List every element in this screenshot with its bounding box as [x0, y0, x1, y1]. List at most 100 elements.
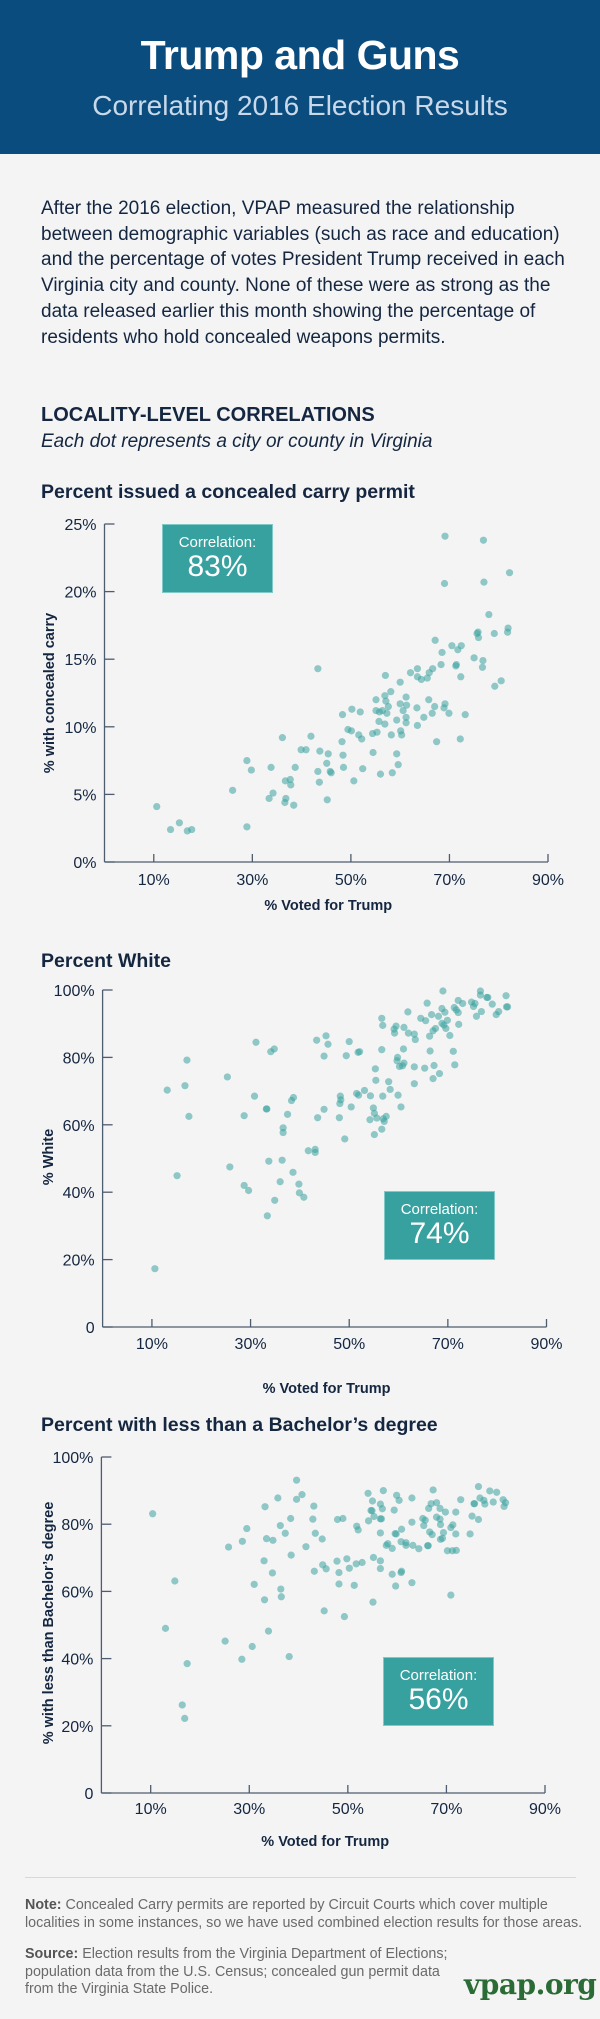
scatter-dot — [402, 1541, 410, 1549]
scatter-dot — [283, 1110, 292, 1118]
scatter-dot — [381, 720, 389, 728]
scatter-dot — [438, 648, 446, 657]
footer-divider — [25, 1877, 576, 1878]
scatter-dot — [364, 1489, 372, 1497]
scatter-dot — [341, 1135, 349, 1143]
scatter-dot — [302, 746, 310, 754]
scatter-dot — [449, 1047, 457, 1055]
scatter-dot — [368, 1497, 377, 1505]
scatter-dot — [347, 1103, 355, 1111]
scatter-dot — [151, 1265, 159, 1273]
scatter-dot — [310, 1567, 318, 1575]
x-tick-label: 50% — [332, 1801, 364, 1818]
y-tick-label: 25% — [64, 517, 96, 534]
scatter-dot — [390, 1506, 398, 1514]
scatter-dot — [238, 1537, 246, 1545]
y-tick-label: 0 — [84, 1786, 93, 1803]
scatter-dot — [448, 642, 456, 650]
scatter-dot — [292, 1476, 301, 1484]
scatter-dot — [289, 1093, 298, 1102]
scatter-dot — [309, 1515, 317, 1523]
scatter-dot — [342, 1052, 350, 1060]
scatter-dot — [323, 759, 331, 767]
scatter-dot — [452, 1546, 460, 1555]
note-label: Note: — [25, 1897, 62, 1913]
scatter-dot — [459, 999, 467, 1008]
scatter-dot — [446, 1031, 454, 1040]
scatter-dot — [269, 1536, 277, 1544]
scatter-dot — [442, 1024, 450, 1033]
page-subtitle: Correlating 2016 Election Results — [92, 90, 508, 121]
scatter-dot — [402, 719, 410, 727]
scatter-dot — [350, 1581, 358, 1589]
scatter-dot — [488, 1000, 496, 1008]
scatter-dot — [410, 1030, 418, 1038]
scatter-dot — [153, 802, 161, 811]
scatter-dot — [413, 665, 422, 673]
scatter-dot — [413, 721, 422, 730]
note-text: Concealed Carry permits are reported by … — [25, 1897, 583, 1931]
scatter-dot — [352, 1560, 360, 1568]
y-tick-label: 20% — [61, 1719, 93, 1736]
scatter-dot — [382, 697, 390, 705]
scatter-dot — [307, 732, 315, 740]
scatter-dot — [502, 992, 510, 1000]
scatter-dot — [295, 1189, 303, 1197]
scatter-dot — [404, 1008, 412, 1016]
scatter-dot — [166, 825, 175, 834]
scatter-dot — [276, 1178, 284, 1186]
scatter-dot — [335, 1114, 343, 1122]
scatter-dot — [268, 1569, 277, 1577]
scatter-dot — [436, 1515, 444, 1523]
x-tick-label: 90% — [532, 872, 564, 889]
scatter-dot — [400, 1023, 408, 1032]
scatter-dot — [322, 1565, 330, 1573]
scatter-dot — [366, 1116, 374, 1124]
scatter-dot — [427, 1011, 436, 1019]
scatter-dot — [439, 1529, 448, 1537]
scatter-dot — [339, 1514, 347, 1523]
correlation-value: 83% — [187, 550, 248, 583]
correlation-label: Correlation: — [400, 1201, 479, 1218]
scatter-dot — [397, 1568, 405, 1577]
scatter-dot — [377, 1515, 385, 1523]
vpap-logo: vpap.org — [464, 1968, 597, 2001]
scatter-dot — [387, 688, 395, 696]
scatter-dot — [384, 1540, 392, 1548]
scatter-dot — [385, 1078, 393, 1086]
scatter-dot — [277, 1593, 285, 1601]
scatter-dot — [252, 1038, 260, 1046]
scatter-dot — [381, 671, 389, 680]
correlation-value: 56% — [408, 1683, 469, 1716]
scatter-dot — [373, 728, 381, 736]
scatter-dot — [381, 692, 389, 700]
scatter-dot — [281, 1529, 289, 1537]
scatter-dot — [474, 633, 483, 642]
scatter-dot — [173, 1172, 181, 1180]
y-tick-label: 5% — [73, 787, 96, 804]
scatter-dot — [441, 1008, 449, 1016]
source-text: Election results from the Virginia Depar… — [25, 1946, 448, 1997]
scatter-dot — [383, 709, 391, 717]
scatter-dot — [429, 665, 437, 673]
x-tick-label: 70% — [432, 1336, 464, 1353]
scatter-dot — [423, 999, 431, 1007]
scatter-dot — [379, 1487, 387, 1495]
scatter-dot — [392, 1582, 400, 1590]
scatter-dot — [327, 769, 335, 777]
scatter-dot — [289, 1168, 297, 1176]
scatter-dot — [340, 1613, 348, 1621]
scatter-dot — [428, 1531, 436, 1539]
scatter-dot — [347, 727, 355, 735]
scatter-dot — [404, 1029, 412, 1037]
scatter-dot — [265, 794, 273, 803]
scatter-dot — [468, 1512, 476, 1520]
scatter-dot — [335, 1580, 343, 1588]
scatter-dot — [369, 748, 377, 757]
x-axis-title: % Voted for Trump — [263, 1381, 391, 1397]
scatter-dot — [278, 1156, 286, 1164]
scatter-dot — [333, 1557, 341, 1565]
y-tick-label: 40% — [63, 1185, 95, 1202]
scatter-dot — [399, 1045, 408, 1053]
